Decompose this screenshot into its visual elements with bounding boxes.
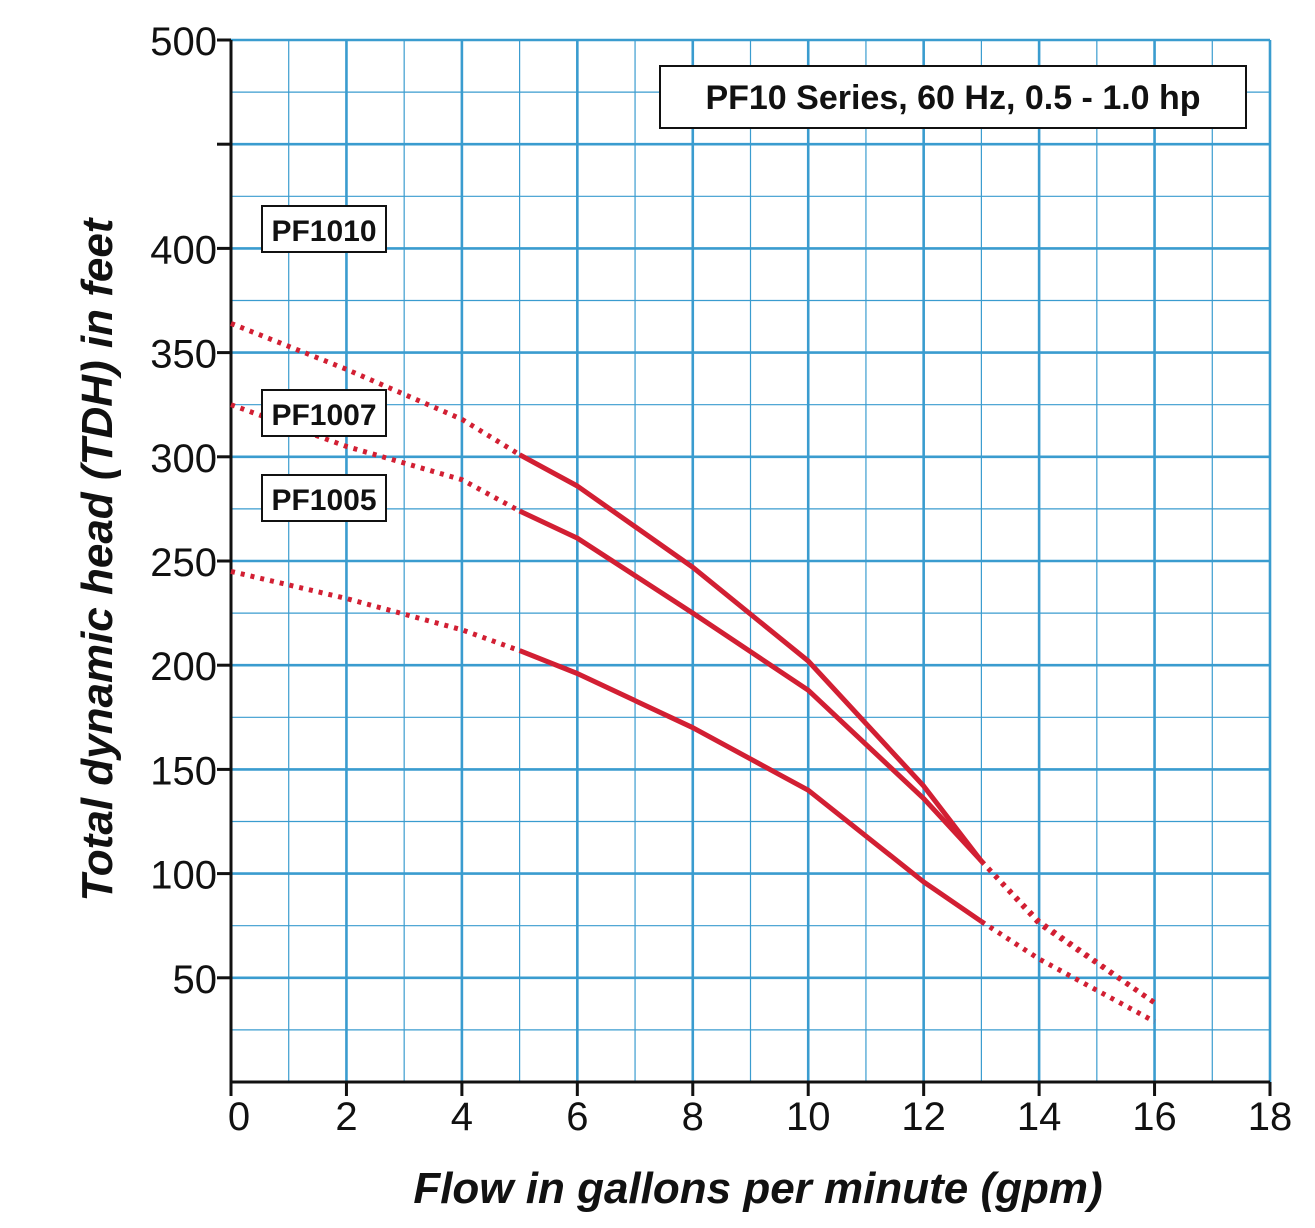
- series-labels: PF1010 PF1007 PF1005: [261, 205, 387, 522]
- y-tick-label: 350: [150, 333, 217, 377]
- y-tick-label: 250: [150, 541, 217, 585]
- chart-title: PF10 Series, 60 Hz, 0.5 - 1.0 hp: [705, 79, 1200, 117]
- series-pf1010-solid-line: [518, 452, 984, 863]
- series-pf1007-solid-line: [518, 508, 984, 863]
- x-tick-label: 6: [566, 1095, 588, 1139]
- x-tick-label: 18: [1248, 1095, 1293, 1139]
- y-tick-label: 100: [150, 854, 217, 898]
- chart-title-box: PF10 Series, 60 Hz, 0.5 - 1.0 hp: [659, 65, 1247, 129]
- series-label-text: PF1005: [271, 484, 376, 517]
- series-label-frame: [261, 389, 387, 437]
- x-tick-label: 16: [1132, 1095, 1177, 1139]
- y-tick-label: 300: [150, 437, 217, 481]
- series-pf1005-solid-line: [518, 648, 983, 924]
- series-label-text: PF1007: [271, 399, 376, 432]
- series-label-pf1005: PF1005: [261, 474, 387, 522]
- x-tick-label: 0: [228, 1095, 250, 1139]
- chart-title-frame: [659, 65, 1247, 129]
- series-pf1005-dotted-start: [230, 568, 521, 653]
- y-axis-title: Total dynamic head (TDH) in feet: [73, 216, 122, 901]
- x-tick-label: 4: [451, 1095, 473, 1139]
- y-tick-label: 200: [150, 645, 217, 689]
- y-tick-label: 500: [150, 20, 217, 64]
- series-label-frame: [261, 205, 387, 253]
- x-axis-title: Flow in gallons per minute (gpm): [413, 1164, 1102, 1213]
- x-tick-label: 2: [335, 1095, 357, 1139]
- series-label-pf1010: PF1010: [261, 205, 387, 253]
- axes: 50 100 150 200 250 300 350 400 500 0 2 4 6 8 10 12 14 16 1…: [150, 20, 1292, 1139]
- x-tick-label: 12: [901, 1095, 946, 1139]
- grid: [231, 38, 1272, 1082]
- series-lines: [230, 321, 1157, 1024]
- x-tick-label: 14: [1017, 1095, 1062, 1139]
- y-tick-label: 400: [150, 228, 217, 272]
- series-pf1005-dotted-end: [980, 919, 1156, 1024]
- series-pf1010-dotted-start: [230, 321, 521, 457]
- x-tick-label: 8: [682, 1095, 704, 1139]
- series-pf1010-dotted-end: [979, 859, 1157, 1005]
- series-label-pf1007: PF1007: [261, 389, 387, 437]
- y-tick-label: 50: [173, 958, 218, 1002]
- series-label-frame: [261, 474, 387, 522]
- x-tick-label: 10: [786, 1095, 831, 1139]
- y-tick-label: 150: [150, 749, 217, 793]
- series-label-text: PF1010: [271, 215, 376, 248]
